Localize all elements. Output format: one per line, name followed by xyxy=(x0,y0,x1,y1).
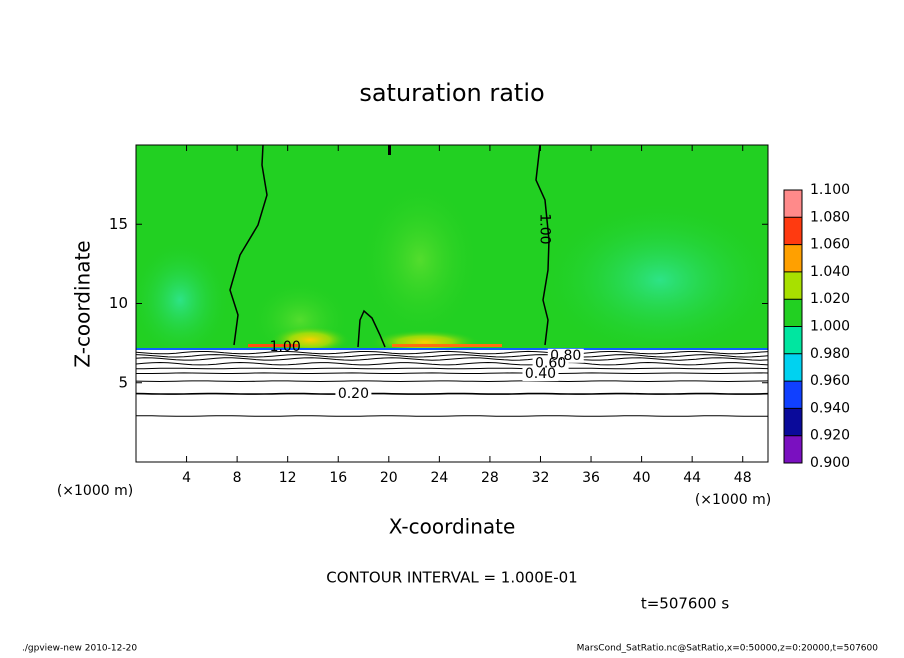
contour-line xyxy=(136,380,768,383)
field-shade xyxy=(360,180,480,340)
y-tick-label: 10 xyxy=(109,294,128,312)
field-shade xyxy=(136,240,230,360)
x-unit: (×1000 m) xyxy=(695,492,771,508)
x-tick-label: 48 xyxy=(734,470,752,486)
colorbar-segment xyxy=(784,381,802,409)
x-tick-label: 12 xyxy=(279,470,297,486)
x-unit: (×1000 m) xyxy=(57,483,133,499)
colorbar-segment xyxy=(784,217,802,245)
x-tick-label: 28 xyxy=(481,470,499,486)
contour-line xyxy=(136,361,768,366)
time-label: t=507600 s xyxy=(641,595,729,613)
x-tick-label: 20 xyxy=(380,470,398,486)
contour-one xyxy=(535,145,550,346)
y-axis-label: Z-coordinate xyxy=(71,240,95,367)
colorbar-segment xyxy=(784,435,802,463)
field-shade xyxy=(248,344,298,347)
x-tick-label: 8 xyxy=(233,470,242,486)
x-tick-label: 32 xyxy=(532,470,550,486)
contour-line xyxy=(136,372,768,374)
field-shade xyxy=(136,350,768,462)
colorbar-tick-label: 0.940 xyxy=(810,400,850,416)
colorbar-segment xyxy=(784,408,802,436)
colorbar-tick-label: 1.020 xyxy=(810,291,850,307)
y-tick-label: 15 xyxy=(109,215,128,233)
contour-one xyxy=(357,309,386,348)
x-tick-label: 36 xyxy=(582,470,600,486)
colorbar-tick-label: 1.040 xyxy=(810,264,850,280)
contour-line xyxy=(136,357,768,361)
x-tick-label: 44 xyxy=(683,470,701,486)
colorbar-tick-label: 0.920 xyxy=(810,428,850,444)
colorbar-tick-label: 0.960 xyxy=(810,373,850,389)
field xyxy=(136,145,768,462)
x-tick-label: 40 xyxy=(633,470,651,486)
colorbar-segment xyxy=(784,271,802,300)
y-tick-label: 5 xyxy=(118,373,128,391)
contour-label: 0.20 xyxy=(338,386,369,402)
contour-label-bg xyxy=(547,348,584,363)
colorbar-tick-label: 1.060 xyxy=(810,237,850,253)
colorbar-tick-label: 1.000 xyxy=(810,319,850,335)
x-axis-label: X-coordinate xyxy=(389,515,516,539)
colorbar-tick-label: 1.100 xyxy=(810,182,850,198)
colorbar-segment xyxy=(784,244,802,272)
contour-label: 1.00 xyxy=(270,339,301,355)
contour-label: 0.80 xyxy=(550,348,581,364)
contour-label-bg xyxy=(335,386,372,401)
contour-line xyxy=(136,392,768,395)
contour-speck xyxy=(388,145,391,155)
colorbar-segment xyxy=(784,190,802,218)
footer: MarsCond_SatRatio.nc@SatRatio,x=0:50000,… xyxy=(577,644,879,654)
field-shade xyxy=(392,344,502,347)
x-tick-label: 24 xyxy=(430,470,448,486)
contour-interval: CONTOUR INTERVAL = 1.000E-01 xyxy=(326,569,577,587)
field-shade xyxy=(540,200,768,360)
x-tick-label: 16 xyxy=(329,470,347,486)
colorbar-segment xyxy=(784,326,802,354)
chart-title: saturation ratio xyxy=(359,79,544,107)
contour-label: 1.00 xyxy=(536,213,552,244)
colorbar-segment xyxy=(784,299,802,327)
contour-label: 0.40 xyxy=(525,366,556,382)
contour-line xyxy=(136,350,768,355)
contour-line xyxy=(136,354,768,358)
contour-label: 0.60 xyxy=(535,356,566,372)
x-tick-label: 4 xyxy=(182,470,191,486)
contour-one xyxy=(229,145,268,346)
colorbar-segment xyxy=(784,353,802,382)
footer: ./gpview-new 2010-12-20 xyxy=(22,644,137,654)
contour-line xyxy=(136,415,768,417)
colorbar-tick-label: 1.080 xyxy=(810,209,850,225)
contour-line xyxy=(136,367,768,370)
colorbar-tick-label: 0.980 xyxy=(810,346,850,362)
colorbar-tick-label: 0.900 xyxy=(810,455,850,471)
